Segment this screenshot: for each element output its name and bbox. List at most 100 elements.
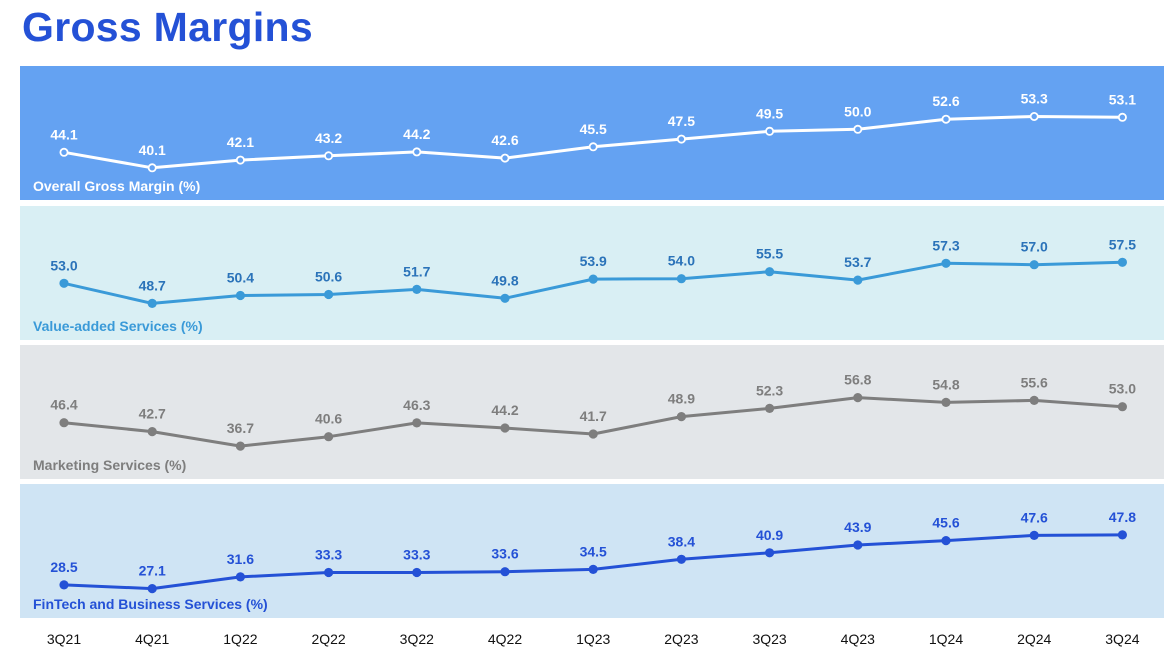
data-label: 50.4 (227, 270, 254, 286)
data-label: 44.2 (403, 126, 430, 142)
data-point (1117, 402, 1127, 412)
data-label: 45.6 (932, 515, 959, 531)
data-point (412, 418, 422, 428)
data-point (588, 274, 598, 284)
data-point (500, 293, 510, 303)
data-point (765, 548, 775, 558)
page-title: Gross Margins (22, 4, 313, 50)
data-point (941, 536, 951, 546)
data-point (853, 275, 863, 285)
data-point (147, 584, 157, 594)
data-label: 41.7 (580, 408, 607, 424)
data-point (500, 153, 510, 163)
x-tick-label: 4Q23 (841, 631, 875, 647)
data-label: 49.8 (491, 272, 518, 288)
panel-marketing-services: 46.4 42.7 36.7 40.6 46.3 44.2 41.7 48.9 52.3 56.8… (20, 345, 1164, 479)
data-label: 55.5 (756, 246, 783, 262)
x-tick-label: 3Q24 (1105, 631, 1139, 647)
data-point (588, 429, 598, 439)
series-label-marketing-services: Marketing Services (%) (33, 457, 186, 473)
data-label: 38.4 (668, 533, 695, 549)
data-label: 36.7 (227, 420, 254, 436)
x-tick-label: 4Q21 (135, 631, 169, 647)
x-tick-label: 2Q22 (311, 631, 345, 647)
data-point (500, 567, 510, 577)
data-label: 56.8 (844, 372, 871, 388)
data-label: 50.0 (844, 103, 871, 119)
data-label: 47.6 (1021, 509, 1048, 525)
data-point (324, 567, 334, 578)
data-label: 42.1 (227, 134, 254, 150)
panel-value-added-services: 53.0 48.7 50.4 50.6 51.7 49.8 53.9 54.0 55.5 53.7… (20, 206, 1164, 340)
data-point (324, 289, 334, 300)
panel-background (20, 66, 1164, 200)
data-point (941, 114, 951, 124)
data-point (765, 403, 775, 413)
data-label: 57.5 (1109, 236, 1136, 252)
data-point (1029, 260, 1039, 270)
data-point (853, 393, 863, 403)
data-label: 40.9 (756, 527, 783, 543)
data-label: 42.6 (491, 132, 518, 148)
x-tick-label: 1Q22 (223, 631, 257, 647)
data-label: 44.2 (491, 402, 518, 418)
data-label: 49.5 (756, 105, 783, 121)
data-point (676, 274, 687, 284)
data-label: 57.0 (1021, 239, 1048, 255)
data-point (765, 126, 775, 136)
data-label: 53.9 (580, 253, 607, 269)
series-label-fintech-and-business-services: FinTech and Business Services (%) (33, 596, 268, 612)
data-label: 31.6 (227, 551, 254, 567)
data-point (59, 580, 69, 590)
data-point (1117, 257, 1127, 267)
data-point (412, 284, 422, 294)
data-point (1117, 530, 1127, 540)
data-point (147, 298, 157, 308)
data-point (1117, 112, 1127, 122)
data-label: 43.9 (844, 519, 871, 535)
series-label-value-added-services: Value-added Services (%) (33, 318, 203, 334)
data-label: 33.3 (315, 547, 342, 563)
data-point (941, 397, 951, 407)
data-label: 55.6 (1021, 374, 1048, 390)
x-tick-label: 3Q21 (47, 631, 81, 647)
data-point (59, 418, 69, 428)
series-label-overall-gross-margin: Overall Gross Margin (%) (33, 178, 200, 194)
data-point (676, 554, 687, 564)
data-label: 48.9 (668, 391, 695, 407)
data-point (1029, 395, 1039, 405)
x-tick-label: 3Q22 (400, 631, 434, 647)
data-label: 43.2 (315, 130, 342, 146)
data-point (853, 540, 863, 550)
x-tick-label: 2Q24 (1017, 631, 1051, 647)
data-label: 47.8 (1109, 509, 1136, 525)
data-point (235, 441, 245, 451)
data-label: 47.5 (668, 113, 695, 129)
data-point (588, 564, 598, 575)
data-point (676, 412, 687, 422)
data-point (941, 258, 951, 268)
data-label: 33.6 (491, 546, 518, 562)
x-tick-label: 2Q23 (664, 631, 698, 647)
data-label: 51.7 (403, 263, 430, 279)
data-label: 46.3 (403, 397, 430, 413)
x-tick-label: 4Q22 (488, 631, 522, 647)
x-tick-label: 3Q23 (752, 631, 786, 647)
data-label: 50.6 (315, 269, 342, 285)
data-label: 40.6 (315, 411, 342, 427)
data-label: 53.1 (1109, 91, 1136, 107)
data-point (235, 572, 245, 582)
data-label: 28.5 (50, 559, 77, 575)
data-label: 33.3 (403, 547, 430, 563)
data-label: 42.7 (139, 406, 166, 422)
data-label: 54.8 (932, 376, 959, 392)
data-point (412, 147, 422, 157)
data-point (324, 432, 334, 442)
data-point (500, 423, 510, 433)
x-tick-label: 1Q23 (576, 631, 610, 647)
data-label: 34.5 (580, 543, 607, 559)
data-label: 48.7 (139, 277, 166, 293)
data-point (765, 267, 775, 277)
data-label: 46.4 (50, 397, 77, 413)
